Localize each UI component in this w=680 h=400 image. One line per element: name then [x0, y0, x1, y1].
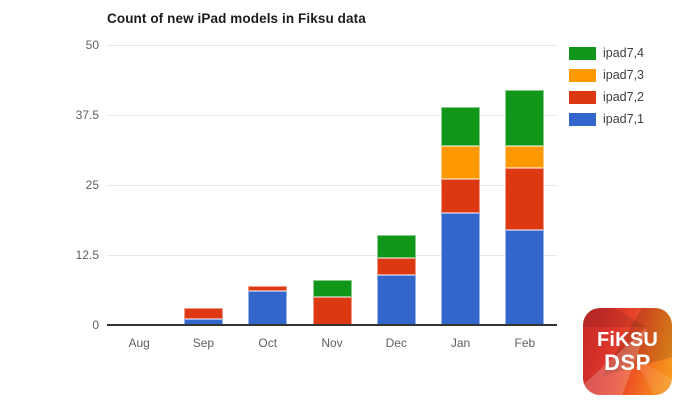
gridline-12.5 — [107, 254, 557, 256]
legend-label: ipad7,3 — [603, 68, 645, 82]
legend-item-ipad7-3: ipad7,3 — [569, 69, 644, 82]
fiksu-dsp-logo: FiKSU DSP — [583, 308, 672, 395]
bar-segment-dec-ipad7-1[interactable] — [376, 274, 416, 325]
chart-title: Count of new iPad models in Fiksu data — [107, 11, 366, 26]
legend-swatch-ipad7-1 — [569, 113, 596, 126]
bar-segment-feb-ipad7-1[interactable] — [505, 229, 545, 325]
y-axis-labels: 0 12.5 25 37.5 50 — [40, 38, 99, 332]
bar-segment-jan-ipad7-1[interactable] — [441, 213, 481, 325]
bar-segment-jan-ipad7-4[interactable] — [441, 106, 481, 146]
y-axis-tick-label: 12.5 — [75, 248, 99, 262]
legend-swatch-ipad7-3 — [569, 69, 596, 82]
legend-label: ipad7,4 — [603, 46, 645, 60]
x-axis-label-dec: Dec — [385, 336, 407, 350]
x-axis-label-oct: Oct — [258, 336, 278, 350]
bar-segment-nov-ipad7-4[interactable] — [312, 280, 352, 297]
plot-area — [107, 44, 557, 326]
bar-segment-oct-ipad7-1[interactable] — [248, 291, 288, 325]
y-axis-tick-label: 50 — [85, 38, 99, 52]
x-axis-label-sep: Sep — [192, 336, 215, 350]
legend: ipad7,4 ipad7,3 ipad7,2 ipad7,1 — [569, 47, 644, 135]
x-axis-line — [107, 324, 557, 326]
legend-item-ipad7-2: ipad7,2 — [569, 91, 644, 104]
legend-item-ipad7-4: ipad7,4 — [569, 47, 644, 60]
gridline-37.5 — [107, 114, 557, 116]
legend-label: ipad7,2 — [603, 90, 645, 104]
logo-text-dsp: DSP — [604, 349, 651, 375]
legend-label: ipad7,1 — [603, 112, 645, 126]
bar-segment-jan-ipad7-2[interactable] — [441, 179, 481, 213]
x-axis-label-jan: Jan — [450, 336, 471, 350]
bar-segment-sep-ipad7-2[interactable] — [183, 308, 223, 320]
x-axis-label-nov: Nov — [321, 336, 343, 350]
bar-segment-nov-ipad7-2[interactable] — [312, 297, 352, 325]
x-axis-label-aug: Aug — [128, 336, 150, 350]
x-axis-labels: Aug Sep Oct Nov Dec Jan Feb — [107, 336, 557, 352]
legend-swatch-ipad7-2 — [569, 91, 596, 104]
legend-item-ipad7-1: ipad7,1 — [569, 113, 644, 126]
bar-segment-jan-ipad7-3[interactable] — [441, 145, 481, 180]
bar-segment-dec-ipad7-2[interactable] — [376, 257, 416, 275]
bar-segment-oct-ipad7-2[interactable] — [248, 285, 288, 292]
logo-text-fiksu: FiKSU — [597, 328, 658, 351]
bar-segment-feb-ipad7-4[interactable] — [505, 89, 545, 146]
bar-segment-feb-ipad7-3[interactable] — [505, 145, 545, 169]
y-axis-tick-label: 37.5 — [75, 108, 99, 122]
gridline-25 — [107, 184, 557, 186]
bar-segment-feb-ipad7-2[interactable] — [505, 168, 545, 230]
y-axis-tick-label: 0 — [92, 318, 99, 332]
bar-segment-dec-ipad7-4[interactable] — [376, 235, 416, 258]
gridline-50 — [107, 44, 557, 46]
x-axis-label-feb: Feb — [514, 336, 536, 350]
y-axis-tick-label: 25 — [85, 178, 99, 192]
legend-swatch-ipad7-4 — [569, 47, 596, 60]
